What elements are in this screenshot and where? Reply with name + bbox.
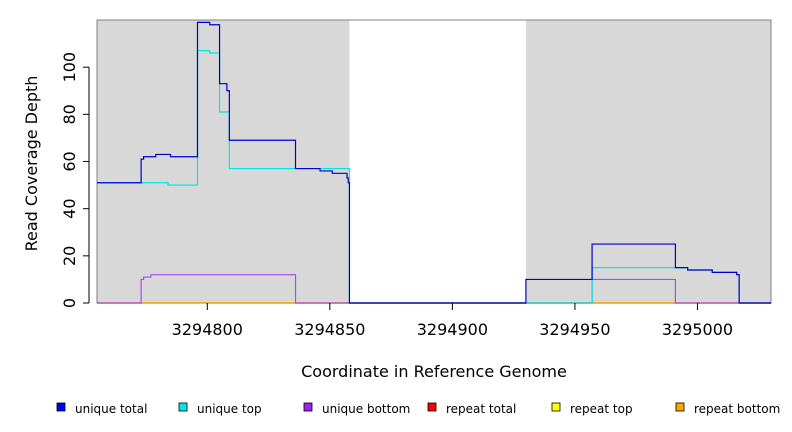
y-tick-label: 20 xyxy=(60,246,79,266)
legend-label: unique bottom xyxy=(322,402,410,416)
y-tick-label: 60 xyxy=(60,151,79,171)
legend-label: repeat total xyxy=(446,402,516,416)
legend-item: unique total xyxy=(56,402,147,416)
y-axis-title: Read Coverage Depth xyxy=(22,76,41,252)
x-axis-title: Coordinate in Reference Genome xyxy=(301,362,567,381)
legend-item: repeat total xyxy=(427,402,516,416)
x-tick-label: 3294850 xyxy=(294,320,365,339)
shaded-region xyxy=(97,20,350,303)
legend-label: unique total xyxy=(75,402,147,416)
legend-item: repeat bottom xyxy=(675,402,780,416)
legend-item: repeat top xyxy=(551,402,633,416)
legend-swatch xyxy=(303,402,313,412)
x-tick-label: 3294800 xyxy=(172,320,243,339)
legend-label: repeat bottom xyxy=(694,402,780,416)
series-line-unique-bottom xyxy=(97,274,771,304)
y-tick-label: 100 xyxy=(60,52,79,83)
legend-swatch xyxy=(427,402,437,412)
shaded-region xyxy=(525,20,771,303)
y-tick-label: 40 xyxy=(60,198,79,218)
axes: 0 20 40 60 80 100 3294800 3294850 3294900 3294950… xyxy=(60,52,733,339)
series-layer xyxy=(97,21,771,304)
legend-swatch xyxy=(56,402,66,412)
legend-swatch xyxy=(178,402,188,412)
legend-swatch xyxy=(675,402,685,412)
x-tick-label: 3294950 xyxy=(539,320,610,339)
legend-item: unique bottom xyxy=(303,402,410,416)
legend-label: unique top xyxy=(197,402,262,416)
legend-label: repeat top xyxy=(570,402,633,416)
legend: unique total unique top unique bottom repea… xyxy=(56,402,780,416)
y-tick-label: 80 xyxy=(60,104,79,124)
x-tick-label: 3294900 xyxy=(417,320,488,339)
y-tick-label: 0 xyxy=(60,298,79,308)
x-tick-label: 3295000 xyxy=(662,320,733,339)
legend-item: unique top xyxy=(178,402,262,416)
legend-swatch xyxy=(551,402,561,412)
series-line-unique-total xyxy=(97,21,771,304)
shaded-regions xyxy=(97,20,771,303)
